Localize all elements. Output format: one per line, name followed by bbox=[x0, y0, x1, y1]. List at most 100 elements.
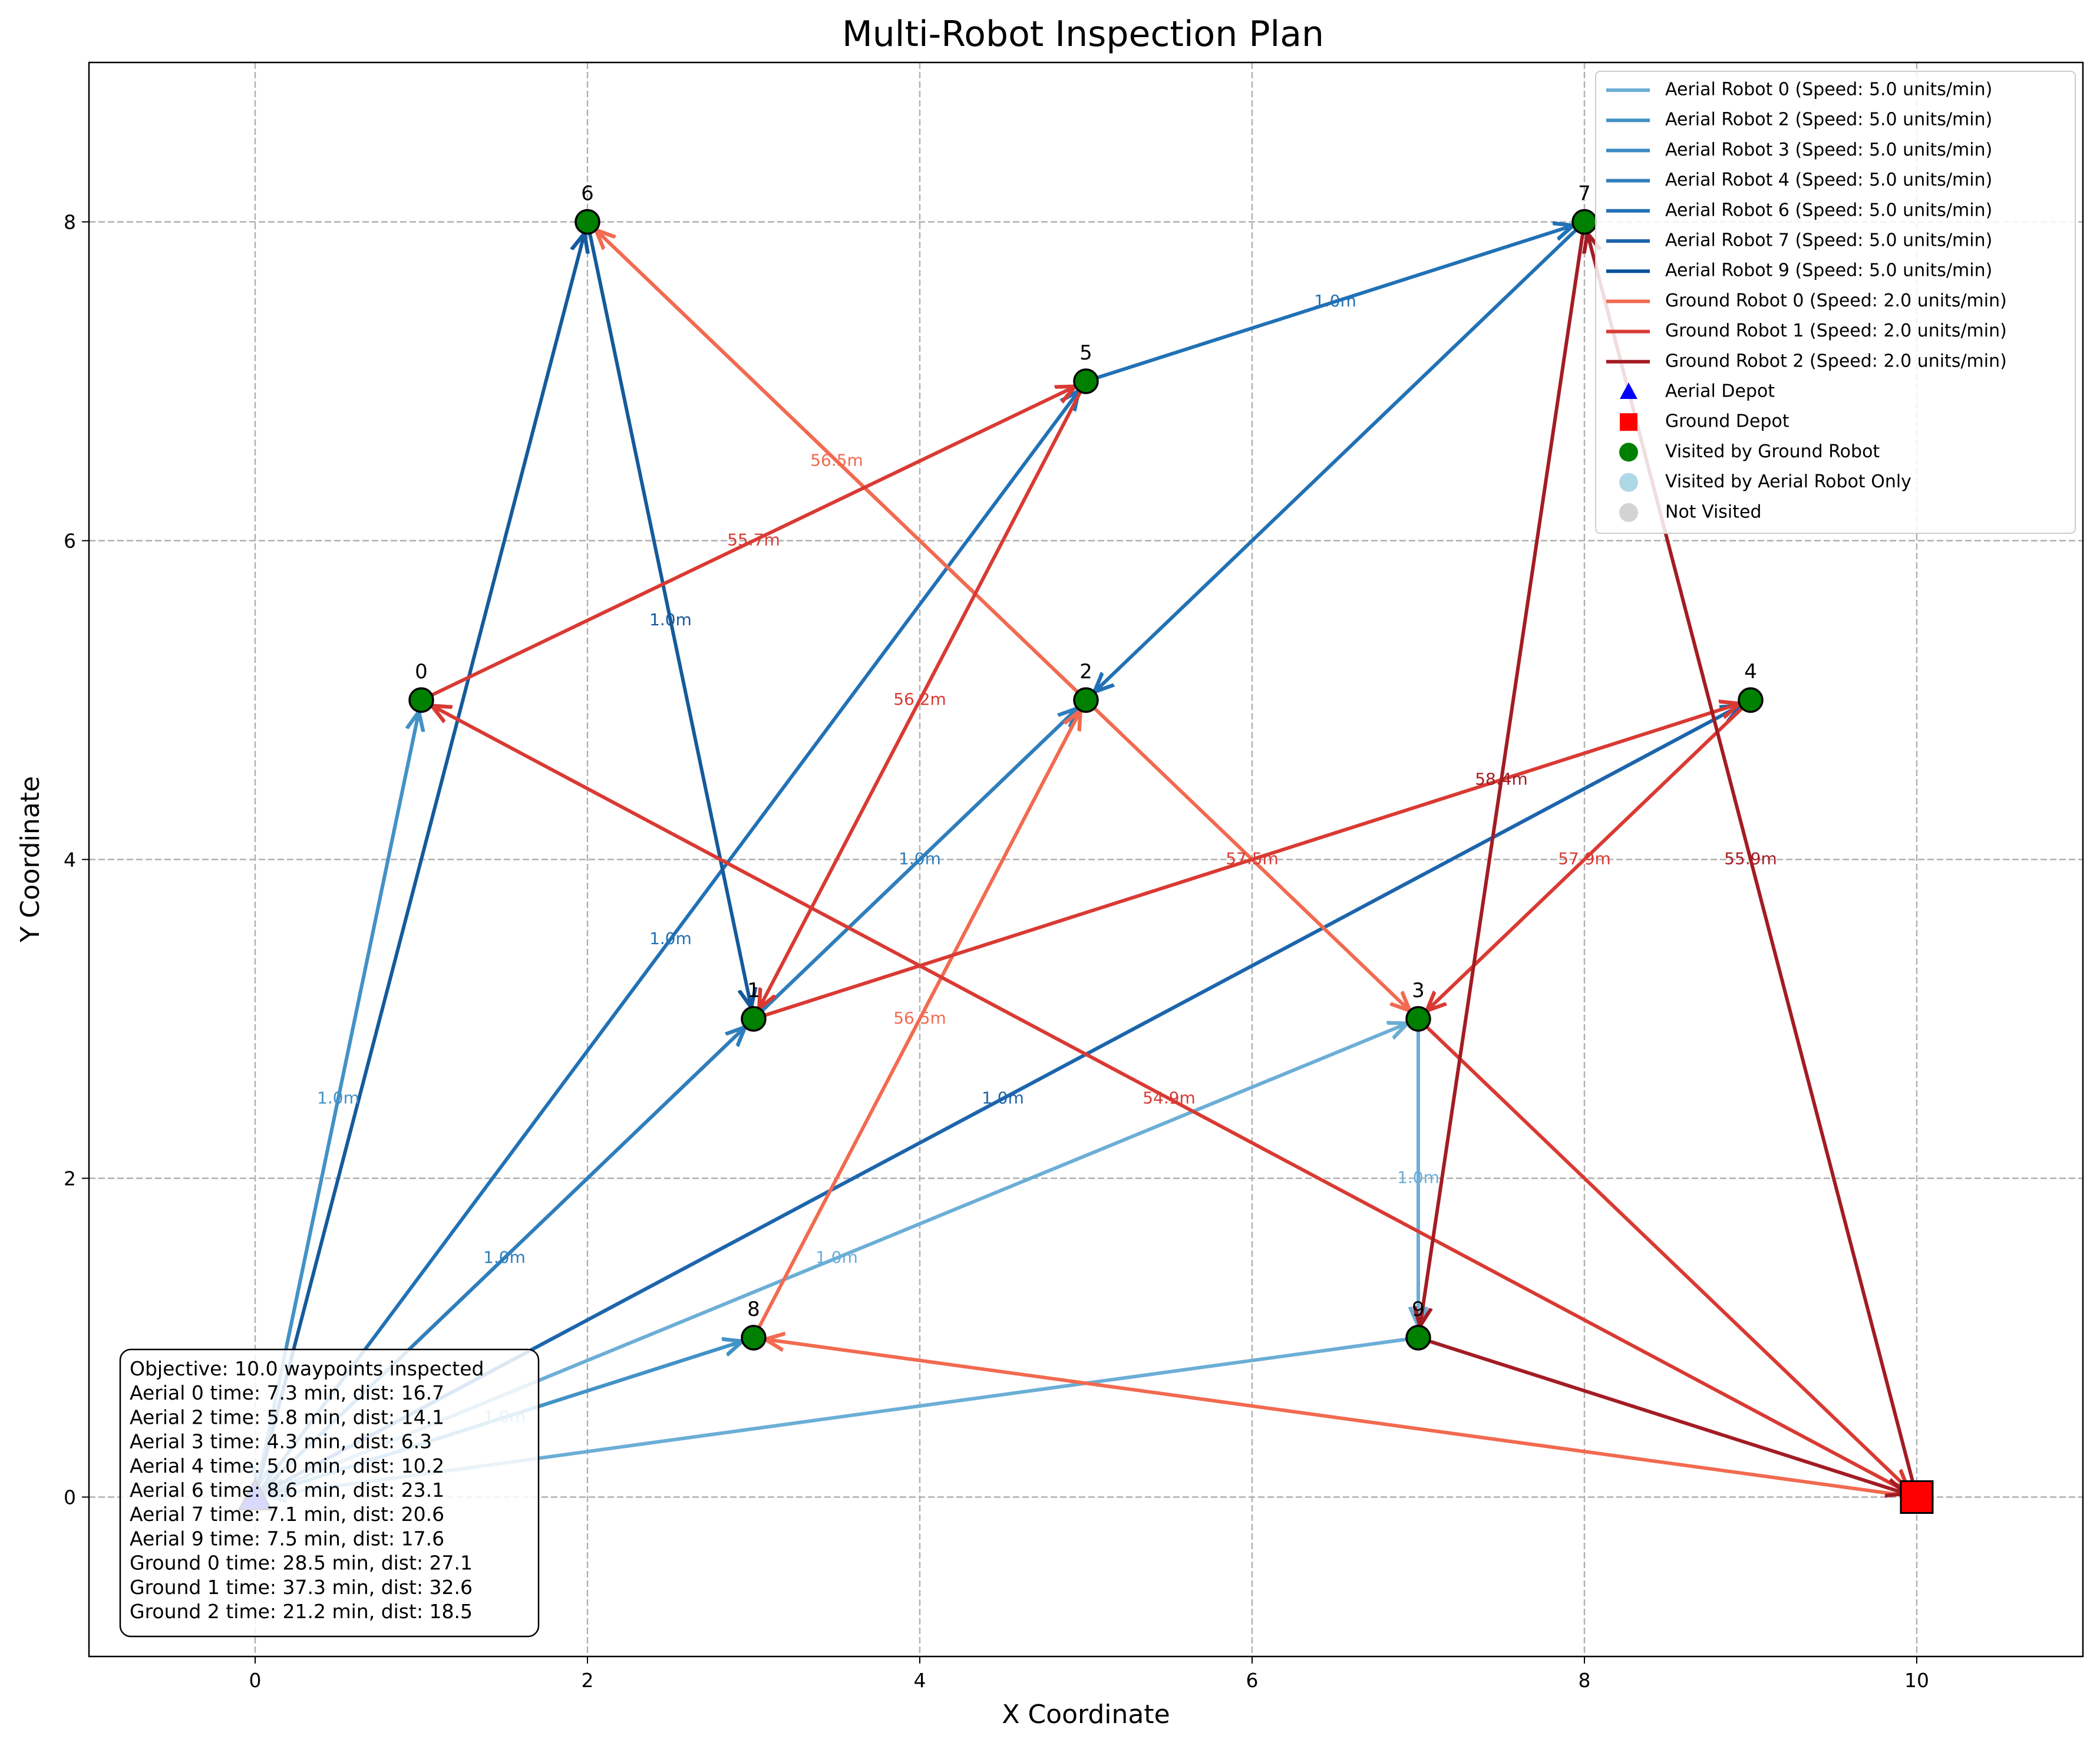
legend-circle-swatch bbox=[1619, 443, 1638, 462]
waypoint-label: 4 bbox=[1744, 660, 1757, 684]
x-axis-title: X Coordinate bbox=[1002, 1700, 1170, 1730]
legend-entry-label: Visited by Aerial Robot Only bbox=[1665, 471, 1911, 492]
summary-line: Aerial 6 time: 8.6 min, dist: 23.1 bbox=[130, 1479, 444, 1502]
waypoint-label: 0 bbox=[415, 660, 428, 684]
waypoint-marker bbox=[574, 209, 600, 235]
legend-entry-label: Ground Robot 1 (Speed: 2.0 units/min) bbox=[1665, 321, 2007, 341]
ground-depot-marker bbox=[1900, 1480, 1934, 1514]
legend-circle-swatch bbox=[1619, 503, 1638, 522]
route-segment bbox=[253, 391, 1079, 1499]
legend-frame bbox=[1595, 71, 2076, 534]
waypoint-label: 5 bbox=[1079, 341, 1092, 365]
waypoint-label: 1 bbox=[747, 979, 760, 1002]
edge-label: 57.9m bbox=[1558, 849, 1611, 869]
waypoint-label: 9 bbox=[1412, 1298, 1425, 1321]
edge-label: 55.7m bbox=[727, 530, 780, 550]
summary-line: Aerial 0 time: 7.3 min, dist: 16.7 bbox=[130, 1381, 444, 1404]
waypoint-marker bbox=[1571, 209, 1597, 235]
waypoint-marker bbox=[1073, 368, 1099, 394]
edge-label: 55.9m bbox=[1724, 849, 1777, 869]
edge-label: 54.9m bbox=[1143, 1088, 1196, 1107]
y-tick-label: 2 bbox=[64, 1167, 76, 1190]
legend-entry-label: Aerial Robot 7 (Speed: 5.0 units/min) bbox=[1665, 230, 1992, 251]
edge-label: 56.2m bbox=[893, 689, 946, 709]
y-tick-label: 4 bbox=[64, 849, 76, 872]
route-segment bbox=[432, 705, 1919, 1499]
waypoint-marker bbox=[1738, 687, 1764, 713]
route-segment bbox=[1416, 1336, 1906, 1493]
waypoint-label: 8 bbox=[747, 1298, 760, 1321]
edge-label: 1.0m bbox=[649, 610, 692, 629]
summary-line: Aerial 4 time: 5.0 min, dist: 10.2 bbox=[130, 1454, 444, 1477]
summary-line: Objective: 10.0 waypoints inspected bbox=[130, 1357, 484, 1380]
y-axis-title: Y Coordinate bbox=[15, 776, 45, 943]
route-segment bbox=[1420, 220, 1586, 1326]
waypoint-marker bbox=[408, 687, 434, 713]
edge-labels: 1.0m1.0m1.0m1.0m1.0m1.0m1.0m1.0m1.0m1.0m… bbox=[317, 291, 1777, 1427]
route-segment bbox=[253, 233, 585, 1499]
summary-line: Aerial 2 time: 5.8 min, dist: 14.1 bbox=[130, 1405, 444, 1428]
summary-line: Ground 0 time: 28.5 min, dist: 27.1 bbox=[130, 1552, 473, 1575]
waypoint-label: 3 bbox=[1412, 979, 1425, 1002]
edge-label: 1.0m bbox=[815, 1248, 858, 1267]
waypoint-marker bbox=[1405, 1325, 1431, 1351]
route-segment bbox=[752, 711, 1081, 1339]
summary-line: Ground 1 time: 37.3 min, dist: 32.6 bbox=[130, 1576, 473, 1599]
edge-label: 1.0m bbox=[1314, 291, 1356, 311]
legend-entry-label: Aerial Robot 6 (Speed: 5.0 units/min) bbox=[1665, 200, 1992, 220]
y-tick-label: 0 bbox=[64, 1486, 76, 1509]
edge-label: 1.0m bbox=[649, 929, 692, 948]
edge-label: 1.0m bbox=[1397, 1168, 1439, 1187]
route-segment bbox=[1416, 1017, 1909, 1489]
legend-entry-label: Ground Robot 0 (Speed: 2.0 units/min) bbox=[1665, 291, 2007, 311]
edge-label: 1.0m bbox=[317, 1088, 359, 1107]
edge-label: 1.0m bbox=[899, 849, 941, 869]
route-segment bbox=[759, 380, 1088, 1008]
summary-line: Aerial 9 time: 7.5 min, dist: 17.6 bbox=[130, 1527, 444, 1550]
waypoint-marker bbox=[1073, 687, 1099, 713]
route-segment bbox=[420, 387, 1075, 702]
legend-entry-label: Aerial Robot 4 (Speed: 5.0 units/min) bbox=[1665, 170, 1992, 190]
waypoints: 0 1 2 3 4 5 6 7 8 9 bbox=[237, 182, 1934, 1514]
summary-line: Ground 2 time: 21.2 min, dist: 18.5 bbox=[130, 1600, 473, 1623]
legend-entry-label: Aerial Robot 9 (Speed: 5.0 units/min) bbox=[1665, 260, 1992, 281]
route-segment bbox=[1427, 698, 1752, 1011]
waypoint-marker bbox=[1405, 1006, 1431, 1032]
legend-circle-swatch bbox=[1619, 473, 1638, 492]
legend-entry-label: Aerial Depot bbox=[1665, 381, 1775, 402]
edge-label: 1.0m bbox=[982, 1088, 1024, 1107]
x-tick-label: 8 bbox=[1579, 1669, 1591, 1692]
legend-square-swatch bbox=[1620, 413, 1637, 431]
summary-line: Aerial 7 time: 7.1 min, dist: 20.6 bbox=[130, 1503, 444, 1526]
route-segment bbox=[752, 704, 1739, 1021]
x-tick-label: 6 bbox=[1246, 1669, 1259, 1692]
legend-entry-label: Aerial Robot 0 (Speed: 5.0 units/min) bbox=[1665, 80, 1992, 100]
waypoint-label: 7 bbox=[1578, 182, 1591, 206]
waypoint-label: 6 bbox=[581, 182, 594, 206]
y-tick-label: 6 bbox=[64, 530, 76, 553]
legend-entry-label: Visited by Ground Robot bbox=[1665, 441, 1880, 462]
chart-title: Multi-Robot Inspection Plan bbox=[842, 14, 1324, 55]
route-segment bbox=[765, 1339, 1919, 1499]
summary-frame bbox=[119, 1348, 540, 1638]
legend: Aerial Robot 0 (Speed: 5.0 units/min) Aer… bbox=[1595, 71, 2076, 534]
legend-entry-label: Aerial Robot 2 (Speed: 5.0 units/min) bbox=[1665, 110, 1992, 130]
edge-label: 56.5m bbox=[893, 1008, 946, 1028]
x-tick-label: 0 bbox=[249, 1669, 262, 1692]
route-segment bbox=[1094, 220, 1586, 692]
waypoint-label: 2 bbox=[1079, 660, 1092, 684]
y-tick-label: 8 bbox=[64, 211, 76, 234]
legend-entry-label: Aerial Robot 3 (Speed: 5.0 units/min) bbox=[1665, 140, 1992, 160]
waypoint-marker bbox=[741, 1325, 767, 1351]
route-segment bbox=[586, 220, 751, 1008]
x-tick-label: 4 bbox=[914, 1669, 926, 1692]
legend-entry-label: Not Visited bbox=[1665, 501, 1762, 522]
x-tick-label: 2 bbox=[582, 1669, 594, 1692]
legend-entry-label: Ground Depot bbox=[1665, 411, 1789, 432]
legend-triangle-swatch bbox=[1620, 382, 1637, 399]
edge-label: 58.4m bbox=[1475, 769, 1528, 788]
summary-box: Objective: 10.0 waypoints inspectedAeria… bbox=[119, 1348, 540, 1638]
x-tick-label: 10 bbox=[1904, 1669, 1929, 1692]
